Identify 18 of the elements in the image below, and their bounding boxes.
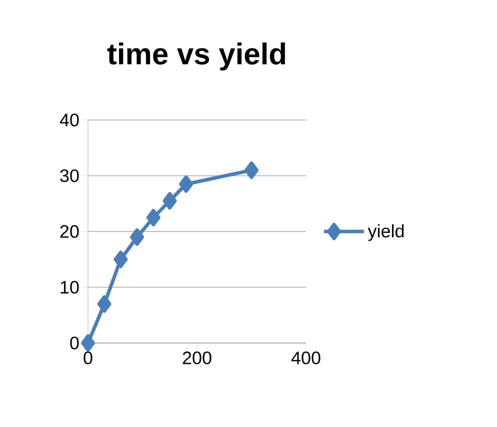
chart-title: time vs yield <box>107 42 286 70</box>
y-tick-label: 20 <box>60 225 79 238</box>
x-tick-label: 400 <box>291 352 320 364</box>
point <box>244 161 258 179</box>
point <box>97 295 112 313</box>
y-tick-label: 30 <box>60 169 79 182</box>
y-tick-label: 40 <box>60 114 79 126</box>
point <box>146 208 160 226</box>
x-tick-label: 200 <box>182 352 212 364</box>
point <box>114 250 128 268</box>
point <box>81 334 95 352</box>
point <box>162 192 177 210</box>
x-tick-label: 0 <box>84 352 92 364</box>
y-tick-label: 0 <box>70 336 79 350</box>
legend-label: yield <box>368 224 404 242</box>
point <box>179 175 194 193</box>
y-tick-label: 10 <box>60 280 79 294</box>
point <box>130 228 144 246</box>
